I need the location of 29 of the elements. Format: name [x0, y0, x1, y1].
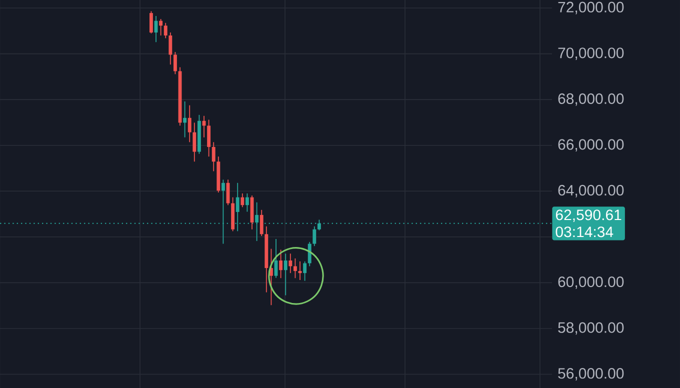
candlestick [288, 253, 292, 274]
y-tick-label: 56,000.00 [558, 368, 624, 380]
candlestick [240, 192, 244, 208]
text: 03:14:34 [556, 226, 614, 238]
y-tick-label: 70,000.00 [558, 48, 624, 60]
candlestick [260, 209, 264, 236]
candlestick [293, 258, 297, 279]
candlestick [245, 192, 249, 212]
y-tick-label: 58,000.00 [558, 322, 624, 335]
candlestick [164, 22, 168, 39]
ref-line-label: 62,590.61 [556, 210, 622, 222]
candlestick [212, 142, 216, 172]
candlestick [149, 10, 153, 34]
candlestick [188, 104, 192, 143]
y-tick-label: 66,000.00 [558, 139, 624, 152]
candlestick [279, 249, 283, 279]
candlestick [183, 100, 187, 138]
candlestick [159, 18, 163, 36]
candlestick [173, 52, 177, 75]
y-tick-label: 60,000.00 [558, 276, 624, 289]
y-tick-label: 72,000.00 [558, 2, 624, 14]
y-tick-label: 68,000.00 [558, 93, 624, 106]
candlestick [284, 253, 288, 296]
candlestick [192, 122, 196, 162]
candlestick [168, 32, 172, 65]
y-tick-label: 64,000.00 [558, 184, 624, 198]
candlestick [303, 260, 307, 282]
candlestick [207, 119, 211, 158]
candlestick [312, 226, 316, 247]
